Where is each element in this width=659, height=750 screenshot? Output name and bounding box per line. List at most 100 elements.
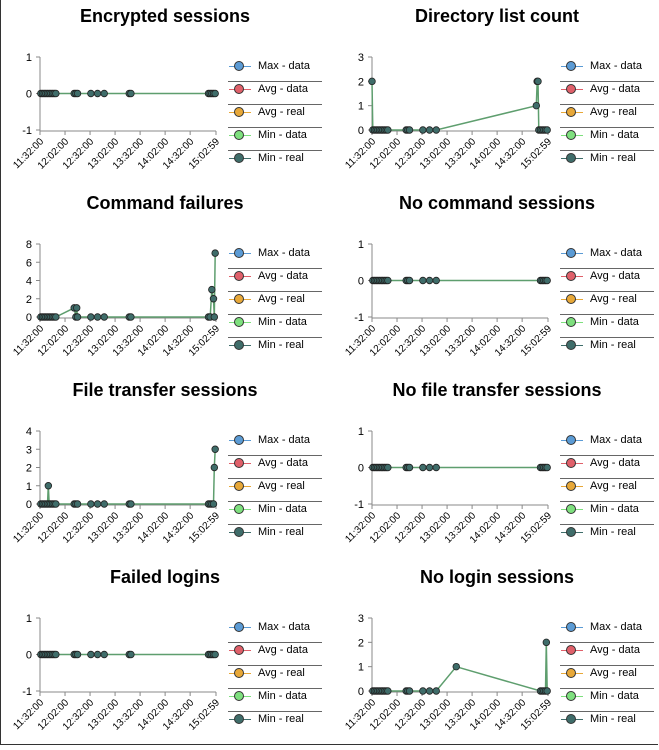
data-point [210,463,219,472]
legend-item[interactable]: Max - data [228,246,322,269]
data-point [419,276,427,285]
legend-item[interactable]: Min - real [228,338,322,361]
data-point [208,285,216,294]
chart-legend: Max - data Avg - data Avg - real Min - data… [560,620,654,735]
legend-item[interactable]: Avg - real [228,666,322,689]
legend-item[interactable]: Avg - real [560,666,654,689]
data-point [432,463,440,472]
legend-label: Min - data [258,129,307,141]
legend-marker-icon [234,107,244,117]
data-point [432,276,440,285]
data-point [419,126,427,134]
y-tick-label: 0 [26,499,32,511]
legend-label: Min - real [258,526,304,538]
chart-legend: Max - data Avg - data Avg - real Min - data… [228,433,322,548]
y-tick-label: 1 [358,426,364,438]
legend-label: Avg - data [590,83,640,95]
y-tick-label: 0 [358,686,364,698]
legend-item[interactable]: Min - data [560,502,654,525]
series-line [372,642,548,692]
chart-title: File transfer sessions [72,380,258,400]
data-point [543,463,551,472]
legend-item[interactable]: Avg - data [560,82,654,105]
data-point [405,687,414,695]
legend-item[interactable]: Min - real [228,151,322,174]
legend-item[interactable]: Avg - real [560,292,654,315]
chart-title: No command sessions [398,193,596,213]
chart-panel: No login sessions 0 1 2 3 11:32:00 12:02:00 12:… [332,561,654,741]
legend-item[interactable]: Max - data [560,620,654,643]
data-point [73,650,82,659]
legend-marker-icon [234,645,244,655]
legend-marker-icon [566,107,576,117]
legend-label: Min - real [590,339,636,351]
legend-label: Min - real [590,152,636,164]
data-point [73,304,81,312]
legend-label: Min - data [590,316,639,328]
legend-item[interactable]: Avg - data [228,643,322,666]
legend-item[interactable]: Avg - real [228,292,322,315]
legend-marker-icon [566,435,576,445]
legend-marker-icon [234,458,244,468]
chart-svg: 012311:32:0012:02:0012:32:0013:02:0013:3… [343,613,554,733]
legend-label: Avg - real [258,480,305,492]
legend-item[interactable]: Avg - data [560,643,654,666]
data-point [405,276,414,285]
legend-label: Max - data [590,434,642,446]
data-point [52,500,60,508]
legend-marker-icon [234,271,244,281]
legend-item[interactable]: Max - data [560,246,654,269]
legend-item[interactable]: Avg - real [560,105,654,128]
legend-item[interactable]: Min - data [228,128,322,151]
legend-item[interactable]: Min - real [560,338,654,361]
legend-marker-icon [234,435,244,445]
y-tick-label: 0 [358,463,364,475]
y-tick-label: 1 [358,101,364,113]
data-point [211,445,219,453]
chart-legend: Max - data Avg - data Avg - real Min - data… [228,620,322,735]
legend-item[interactable]: Avg - data [560,456,654,479]
legend-item[interactable]: Min - data [560,315,654,338]
legend-marker-icon [234,714,244,724]
legend-item[interactable]: Min - data [228,689,322,712]
y-tick-label: 2 [358,76,364,88]
legend-item[interactable]: Min - data [560,689,654,712]
legend-item[interactable]: Min - data [228,502,322,525]
legend-item[interactable]: Avg - data [228,269,322,292]
chart-svg: -10111:32:0012:02:0012:32:0013:02:0013:3… [343,239,554,359]
legend-item[interactable]: Avg - real [560,479,654,502]
data-point [100,650,108,659]
legend-item[interactable]: Max - data [560,433,654,456]
legend-item[interactable]: Min - real [228,712,322,735]
y-tick-label: 4 [26,276,32,288]
series-line [40,449,216,505]
legend-item[interactable]: Min - data [560,128,654,151]
y-tick-label: 4 [26,426,32,438]
legend-item[interactable]: Avg - data [228,82,322,105]
legend-label: Avg - real [590,293,637,305]
y-tick-label: -1 [22,686,32,698]
legend-item[interactable]: Max - data [228,433,322,456]
data-point [543,276,551,285]
legend-item[interactable]: Min - real [228,525,322,548]
legend-item[interactable]: Max - data [228,620,322,643]
data-point [100,500,108,508]
data-point [73,313,82,321]
legend-item[interactable]: Avg - data [228,456,322,479]
legend-item[interactable]: Avg - real [228,105,322,128]
legend-marker-icon [566,340,576,350]
data-point [52,650,60,659]
chart-svg: -10111:32:0012:02:0012:32:0013:02:0013:3… [343,426,554,546]
legend-item[interactable]: Min - real [560,525,654,548]
chart-panel: Directory list count 0 1 2 3 11:32:00 12:02:00… [332,0,654,180]
data-point [93,89,102,98]
legend-item[interactable]: Min - data [228,315,322,338]
chart-title: Directory list count [414,6,580,26]
y-tick-label: 0 [26,89,32,101]
legend-item[interactable]: Avg - data [560,269,654,292]
legend-item[interactable]: Min - real [560,151,654,174]
legend-item[interactable]: Min - real [560,712,654,735]
legend-item[interactable]: Avg - real [228,479,322,502]
legend-item[interactable]: Max - data [228,59,322,82]
legend-item[interactable]: Max - data [560,59,654,82]
